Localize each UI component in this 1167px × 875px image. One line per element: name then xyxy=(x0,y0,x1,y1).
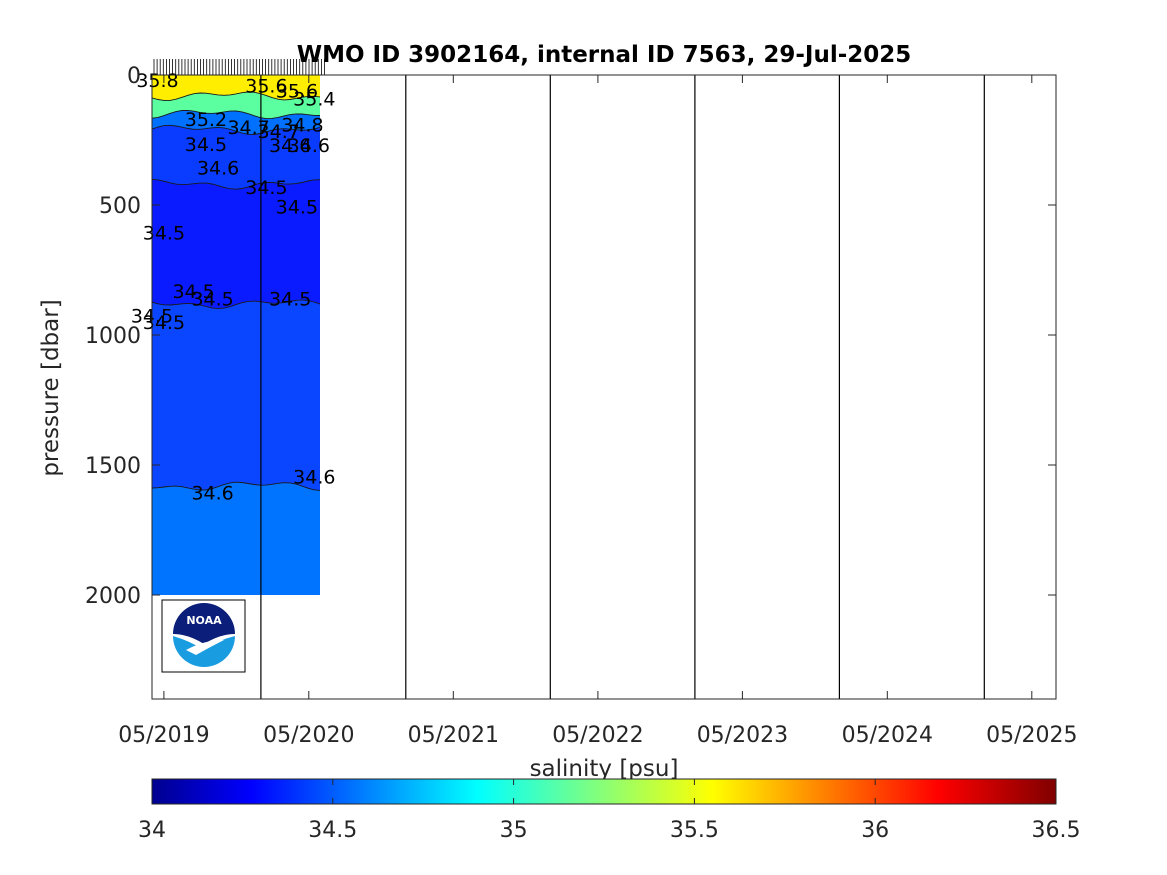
y-tick-label: 500 xyxy=(99,194,141,219)
x-tick-label: 05/2025 xyxy=(986,723,1077,748)
salinity-layer xyxy=(152,179,320,309)
colorbar-tick-label: 36.5 xyxy=(1032,818,1081,843)
x-axis: 05/2019 05/2020 05/2021 05/2022 05/2023 05/20… xyxy=(118,75,1078,748)
contour-label: 35.2 xyxy=(185,109,227,131)
colorbar: salinity [psu] 34 34.5 35 35.5 36 36.5 xyxy=(138,756,1080,843)
noaa-logo-text: NOAA xyxy=(186,614,222,627)
contour-labels: 35.8 35.635.635.435.2 34.7 34.834.734.634.5… xyxy=(131,70,336,504)
contour-label: 34.5 xyxy=(269,289,311,311)
contour-line xyxy=(152,109,321,120)
salinity-layer xyxy=(152,110,320,135)
noaa-logo: NOAA xyxy=(161,599,246,673)
x-tick-label: 05/2022 xyxy=(552,723,643,748)
salinity-layer xyxy=(152,92,320,119)
contour-label: 34.6 xyxy=(197,157,239,179)
contour-line xyxy=(152,91,321,101)
contour-label: 34.5 xyxy=(172,281,214,303)
salinity-layer xyxy=(152,482,320,595)
contour-label: 34.6 xyxy=(269,135,311,157)
contour-label: 34.5 xyxy=(143,312,185,334)
salinity-layer xyxy=(152,299,320,491)
year-boundary-lines xyxy=(260,75,985,699)
colorbar-gradient xyxy=(151,778,1057,805)
contour-label: 34.5 xyxy=(245,177,287,199)
y-axis: 0 500 1000 1500 2000 xyxy=(85,64,1056,609)
contour-label: 34.6 xyxy=(288,135,330,157)
contour-label: 35.6 xyxy=(245,75,287,97)
salinity-layer xyxy=(152,75,320,101)
colorbar-ticks: 34 34.5 35 35.5 36 36.5 xyxy=(138,779,1080,843)
x-tick-label: 05/2024 xyxy=(842,723,933,748)
y-tick-label: 1000 xyxy=(85,324,141,349)
x-tick-label: 05/2023 xyxy=(697,723,788,748)
plot-frame xyxy=(151,74,1057,700)
contour-label: 34.7 xyxy=(258,121,300,143)
profile-ticks xyxy=(153,59,325,75)
contour-label: 34.6 xyxy=(293,467,335,489)
colorbar-tick-label: 35.5 xyxy=(670,818,719,843)
y-tick-label: 0 xyxy=(127,64,141,89)
x-tick-label: 05/2020 xyxy=(263,723,354,748)
chart-title: WMO ID 3902164, internal ID 7563, 29-Jul… xyxy=(297,42,912,68)
contour-label: 34.5 xyxy=(191,289,233,311)
colorbar-label: salinity [psu] xyxy=(530,756,679,782)
contour-label: 35.6 xyxy=(276,81,318,103)
salinity-layer xyxy=(152,125,320,190)
contour-label: 34.7 xyxy=(227,117,269,139)
contour-label: 34.5 xyxy=(276,196,318,218)
y-axis-label: pressure [dbar] xyxy=(38,299,64,476)
colorbar-tick-label: 36 xyxy=(861,818,889,843)
x-tick-label: 05/2021 xyxy=(408,723,499,748)
contour-label: 35.8 xyxy=(136,70,178,92)
contour-line xyxy=(152,299,321,310)
contour-label: 34.8 xyxy=(281,114,323,136)
y-tick-label: 2000 xyxy=(85,584,141,609)
salinity-field xyxy=(152,75,320,595)
colorbar-tick-label: 34.5 xyxy=(308,818,357,843)
colorbar-tick-label: 35 xyxy=(500,818,528,843)
contour-label: 34.6 xyxy=(191,482,233,504)
y-tick-label: 1500 xyxy=(85,454,141,479)
x-tick-label: 05/2019 xyxy=(118,723,209,748)
contour-label: 35.4 xyxy=(293,88,335,110)
colorbar-tick-label: 34 xyxy=(138,818,166,843)
contour-lines xyxy=(152,91,321,491)
contour-line xyxy=(152,481,321,491)
contour-line xyxy=(152,178,321,190)
contour-label: 34.5 xyxy=(143,222,185,244)
contour-label: 34.5 xyxy=(185,134,227,156)
contour-line xyxy=(152,124,321,135)
plot-area: 35.8 35.635.635.435.2 34.7 34.834.734.634.5… xyxy=(131,59,1057,700)
